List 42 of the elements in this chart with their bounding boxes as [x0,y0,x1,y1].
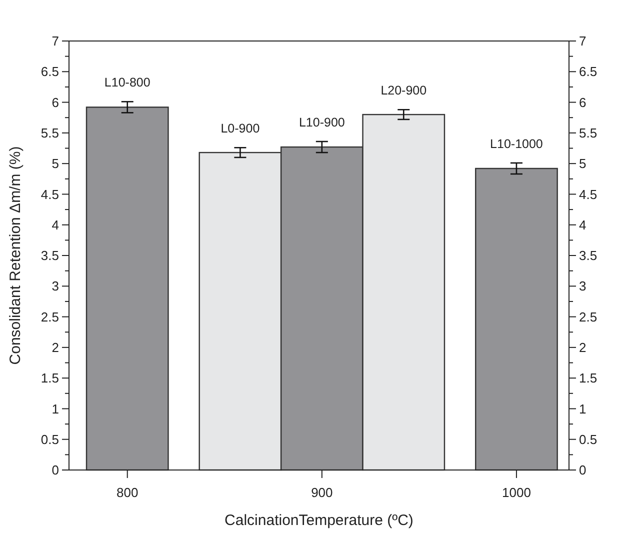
annotation: L10-1000 [490,136,543,151]
y-tick-label: 0 [52,462,59,478]
x-axis-title: CalcinationTemperature (ºC) [224,512,414,529]
y2-tick-label: 6.5 [579,64,598,80]
y2-tick-label: 0.5 [579,432,598,447]
y2-tick-label: 2 [579,340,586,355]
y-tick-label: 0.5 [40,432,59,447]
y-tick-label: 2 [52,340,59,355]
y-tick-label: 2.5 [40,309,59,324]
y-tick-label: 1 [52,401,59,416]
bar [86,106,169,471]
y-tick-label: 6.5 [40,64,59,80]
bar [475,168,558,471]
y2-tick-label: 4.5 [579,186,598,202]
y-tick-label: 4.5 [40,186,59,202]
y2-tick-label: 7 [579,34,586,49]
annotation: L0-900 [220,122,260,136]
y-tick-label: 5 [52,156,59,172]
y-axis-title: Consolidant Retention Δm/m (%) [7,146,24,365]
y-tick-label: 3.5 [40,248,59,264]
y-tick-label: 1.5 [40,370,59,386]
y2-tick-label: 6 [579,94,586,110]
x-tick-label: 1000 [502,485,531,500]
annotation: L10-900 [298,116,345,130]
y2-tick-label: 0 [579,462,586,478]
y-tick-label: 7 [52,34,59,49]
y-tick-label: 4 [52,217,59,232]
y2-tick-label: 4 [579,217,586,232]
y-tick-label: 6 [52,94,59,110]
x-tick-label: 900 [311,485,333,500]
annotation: L10-800 [104,76,150,90]
x-tick-label: 800 [116,485,138,500]
y2-tick-label: 1.5 [579,370,598,386]
y2-tick-label: 5 [579,156,586,172]
y2-tick-label: 3.5 [579,248,598,264]
y2-tick-label: 3 [579,278,586,294]
y2-tick-label: 5.5 [579,125,598,140]
annotation: L20-900 [380,84,427,98]
y2-tick-label: 1 [579,401,586,416]
y2-tick-label: 2.5 [579,309,598,324]
y-tick-label: 5.5 [40,125,59,140]
y-tick-label: 3 [52,278,59,294]
